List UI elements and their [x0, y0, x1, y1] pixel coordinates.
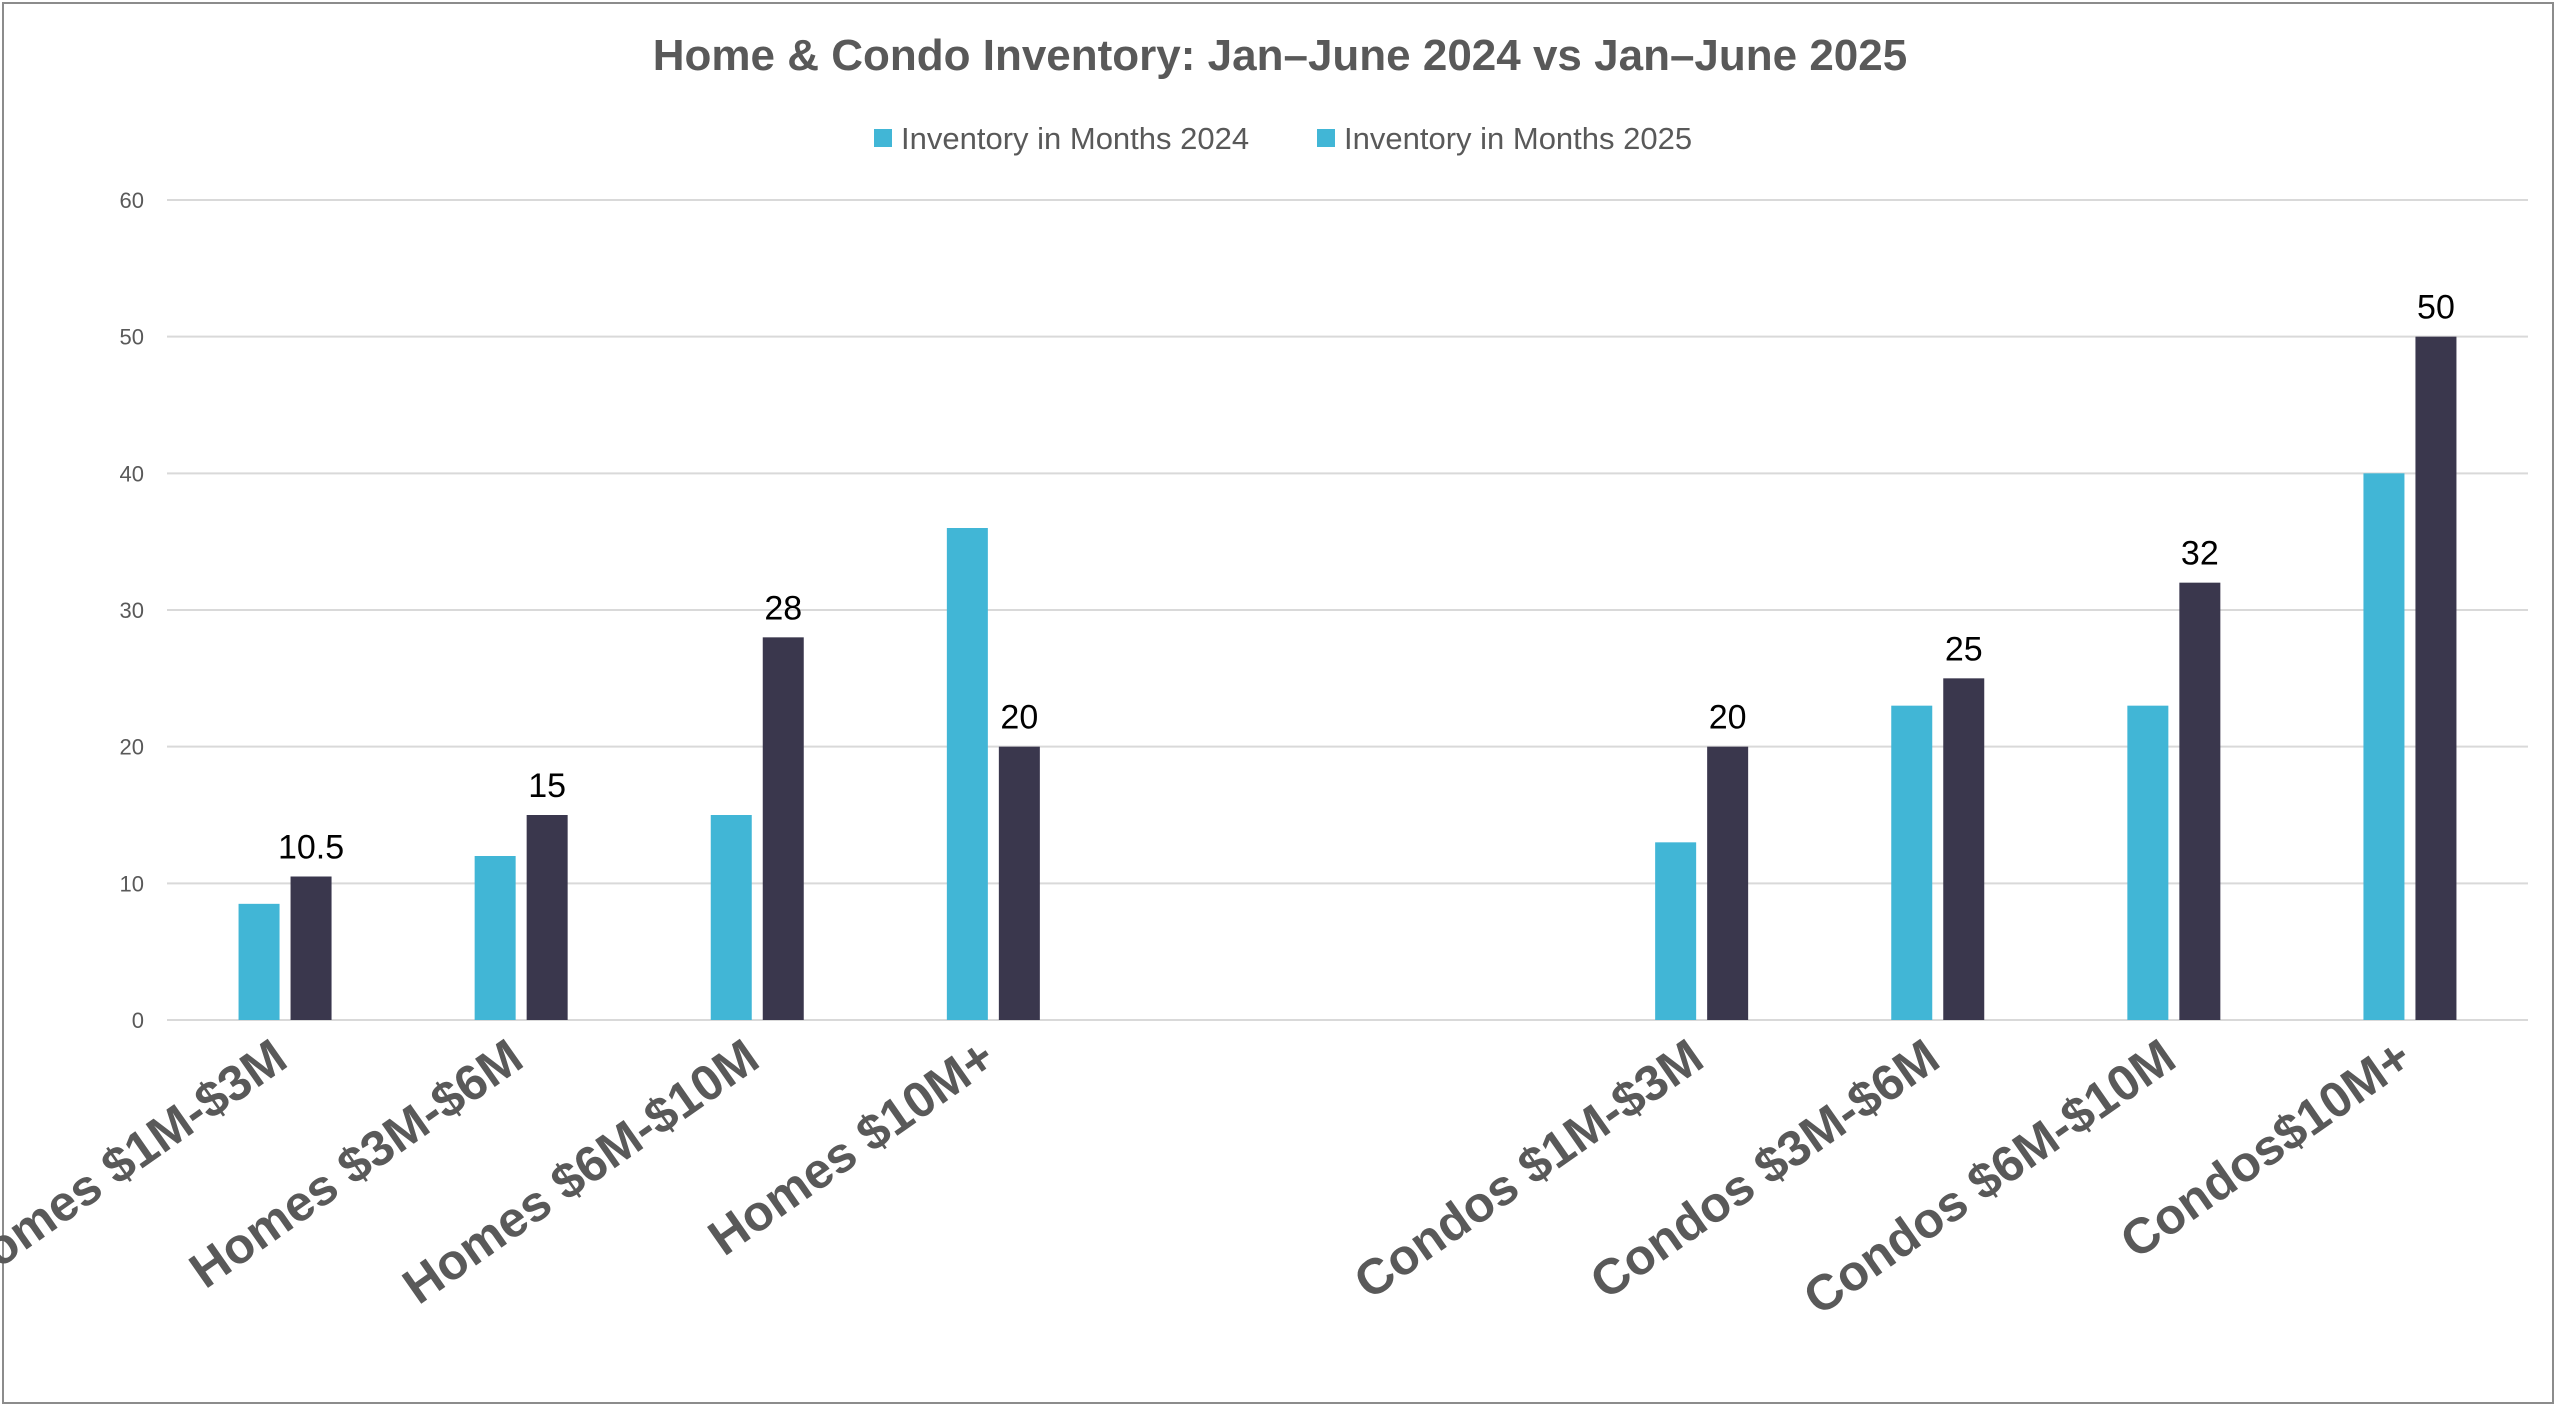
bar-2025 [1943, 678, 1985, 1020]
data-label: 20 [1000, 699, 1038, 737]
data-label: 15 [528, 767, 566, 805]
data-label: 20 [1709, 699, 1747, 737]
bar-2024 [474, 856, 516, 1020]
y-tick-label: 50 [120, 325, 144, 350]
bar-2025 [290, 876, 332, 1020]
data-label: 28 [764, 589, 802, 627]
data-label: 50 [2417, 289, 2455, 327]
bar-2024 [238, 903, 280, 1020]
bar-2024 [946, 528, 988, 1020]
bar-2024 [710, 815, 752, 1020]
bar-2025 [1707, 746, 1749, 1020]
legend-swatch-2024 [874, 129, 892, 147]
data-label: 25 [1945, 630, 1983, 668]
y-tick-label: 0 [132, 1008, 144, 1033]
y-tick-label: 40 [120, 461, 144, 486]
bar-2024 [2127, 705, 2169, 1020]
bar-2025 [526, 815, 568, 1020]
y-tick-label: 60 [120, 188, 144, 213]
bar-2025 [998, 746, 1040, 1020]
y-axis: 0 10 20 30 40 50 60 [120, 188, 144, 1033]
bar-2025 [2415, 336, 2457, 1021]
gridlines [167, 199, 2528, 1021]
bar-2024 [1891, 705, 1933, 1020]
y-tick-label: 10 [120, 871, 144, 896]
bar-2025 [2179, 582, 2221, 1020]
bars [238, 336, 2457, 1021]
data-label: 32 [2181, 535, 2219, 573]
bar-2025 [762, 637, 804, 1020]
data-labels: 10.5 15 28 20 20 25 32 50 [278, 289, 2455, 867]
chart-title: Home & Condo Inventory: Jan–June 2024 vs… [653, 31, 1907, 80]
legend-swatch-2025 [1317, 129, 1335, 147]
data-label: 10.5 [278, 829, 344, 867]
legend-label-2024: Inventory in Months 2024 [901, 121, 1249, 156]
legend-label-2025: Inventory in Months 2025 [1344, 121, 1692, 156]
legend: Inventory in Months 2024 Inventory in Mo… [874, 121, 1692, 156]
bar-2024 [1655, 842, 1697, 1020]
y-tick-label: 20 [120, 735, 144, 760]
bar-2024 [2363, 473, 2405, 1020]
y-tick-label: 30 [120, 598, 144, 623]
